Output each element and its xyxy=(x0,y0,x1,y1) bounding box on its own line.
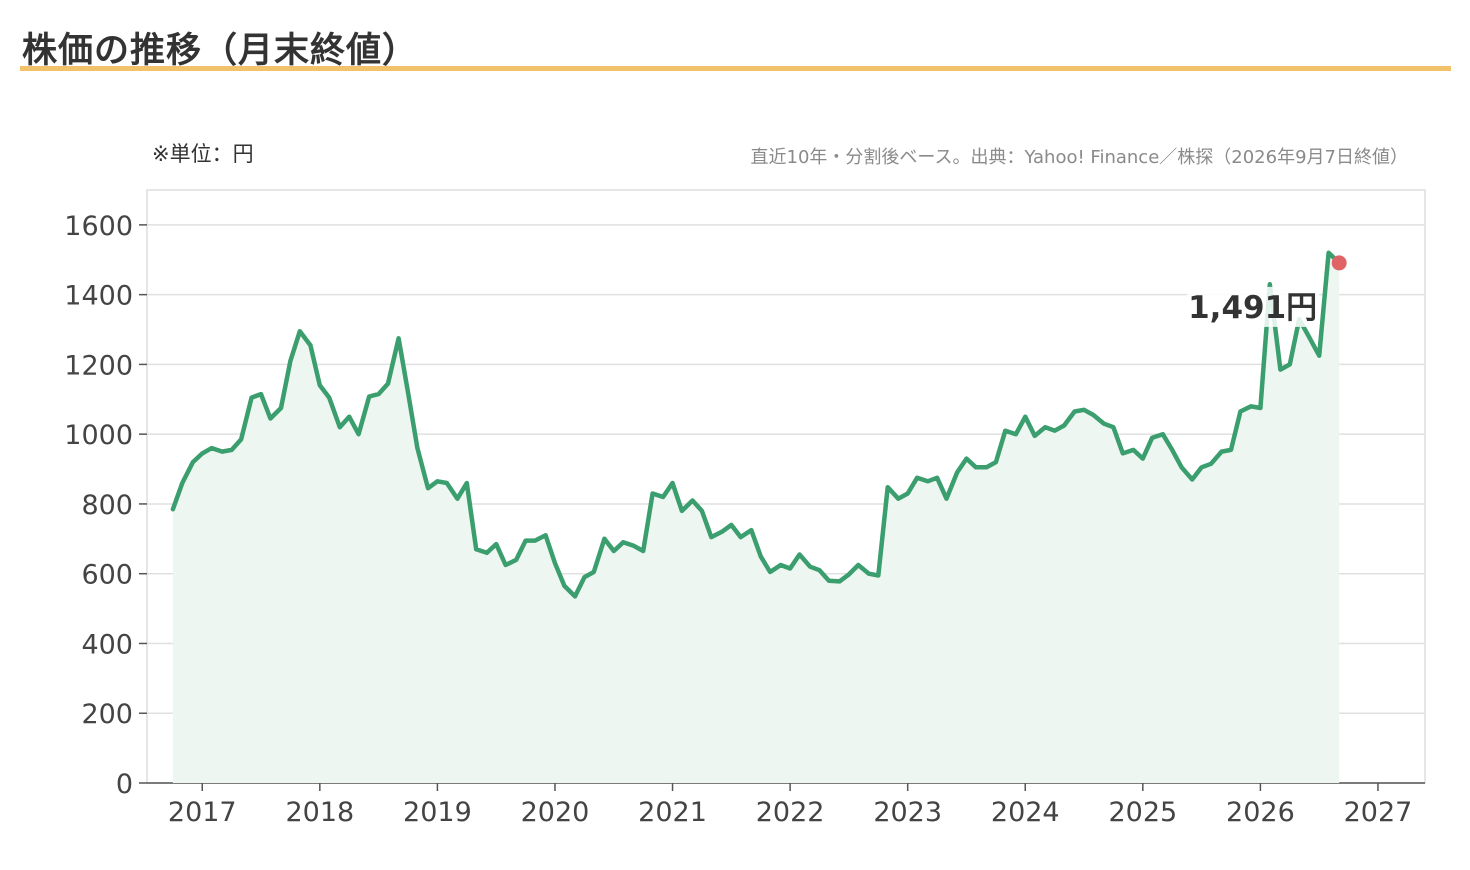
y-tick-label: 200 xyxy=(81,699,133,730)
x-tick-label: 2020 xyxy=(521,797,590,828)
x-tick-label: 2026 xyxy=(1226,797,1295,828)
y-tick-label: 800 xyxy=(81,490,133,521)
y-tick-label: 400 xyxy=(81,629,133,660)
x-tick-label: 2021 xyxy=(638,797,707,828)
y-tick-label: 1000 xyxy=(64,420,133,451)
latest-price-marker xyxy=(1331,255,1347,271)
x-tick-label: 2027 xyxy=(1344,797,1413,828)
x-tick-label: 2022 xyxy=(756,797,825,828)
x-tick-label: 2018 xyxy=(285,797,354,828)
y-tick-label: 1200 xyxy=(64,350,133,381)
y-tick-label: 0 xyxy=(116,769,133,800)
y-tick-label: 1400 xyxy=(64,281,133,312)
y-tick-label: 1600 xyxy=(64,211,133,242)
y-tick-label: 600 xyxy=(81,560,133,591)
source-note: 直近10年・分割後ベース。出典：Yahoo! Finance／株探（2026年9… xyxy=(750,147,1409,168)
price-series-line xyxy=(170,250,1342,599)
x-tick-label: 2017 xyxy=(168,797,237,828)
x-tick-label: 2025 xyxy=(1108,797,1177,828)
latest-price-label: 1,491円 xyxy=(1188,290,1317,326)
x-tick-label: 2024 xyxy=(991,797,1060,828)
page-title: 株価の推移（月末終値） xyxy=(22,31,419,71)
price-area-fill xyxy=(172,252,1340,784)
callout-background xyxy=(1187,286,1320,327)
x-tick-label: 2023 xyxy=(873,797,942,828)
title-underline xyxy=(20,66,1451,71)
unit-note: ※単位：円 xyxy=(152,142,254,166)
x-tick-label: 2019 xyxy=(403,797,472,828)
